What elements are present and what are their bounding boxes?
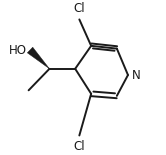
Text: N: N [132,69,141,82]
Text: Cl: Cl [74,2,85,15]
Text: Cl: Cl [74,140,85,153]
Text: HO: HO [8,44,27,57]
Polygon shape [27,47,49,69]
